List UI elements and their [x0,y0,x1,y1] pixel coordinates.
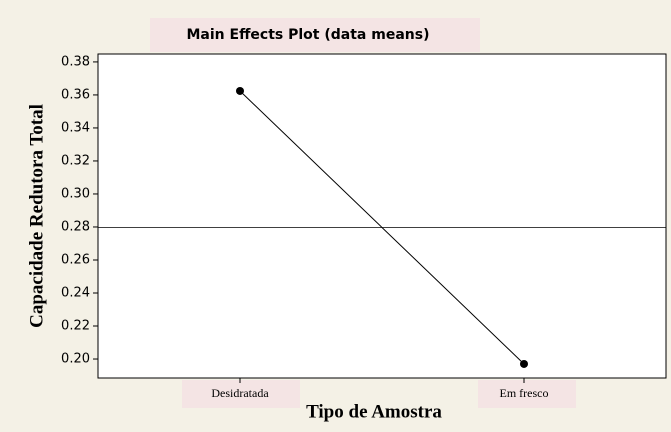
x-tick-label: Em fresco [500,386,549,400]
y-tick-label: 0.30 [61,186,90,201]
y-tick-label: 0.26 [61,252,90,267]
y-tick-label: 0.22 [61,319,90,334]
y-tick-label: 0.38 [61,54,90,69]
y-tick-label: 0.32 [61,153,90,168]
title-patch [150,18,480,52]
plot-area [97,53,667,379]
x-tick-label: Desidratada [211,386,269,400]
y-tick-label: 0.24 [61,285,90,300]
chart-title: Main Effects Plot (data means) [187,27,430,43]
point [236,86,244,95]
label-patch [478,380,576,408]
label-patch [182,380,300,408]
x-axis-label: Tipo de Amostra [306,401,442,422]
y-tick-label: 0.34 [61,120,90,135]
y-tick-label: 0.20 [61,352,90,367]
series-line [239,90,525,365]
y-axis-label: Capacidade Redutora Total [26,104,47,328]
y-tick-label: 0.28 [61,219,90,234]
point [520,359,528,368]
y-tick-label: 0.36 [61,87,90,102]
